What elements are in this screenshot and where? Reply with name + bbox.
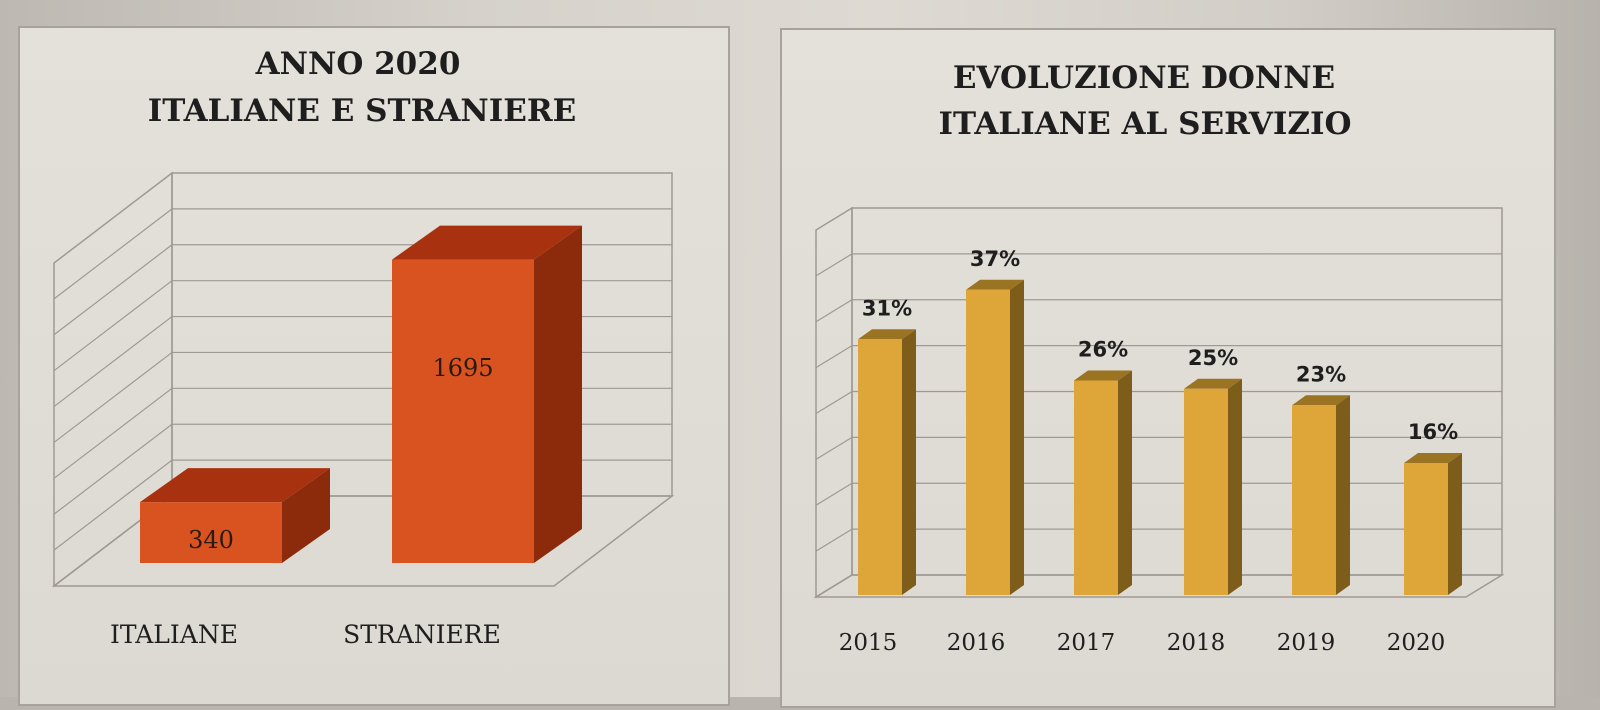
bar-side (534, 225, 582, 563)
category-label: 2019 (1277, 630, 1336, 656)
data-label: 25% (1188, 346, 1238, 370)
chart-labels: 340 ITALIANE 1695 STRANIERE (110, 354, 501, 649)
bar-top (140, 468, 330, 503)
gridline-side (53, 459, 173, 551)
bar-straniere (392, 225, 582, 563)
bar-front (1074, 380, 1118, 595)
gridline-side (815, 253, 853, 277)
bar-front (392, 259, 534, 563)
floor (813, 574, 1505, 598)
gridline-side (815, 482, 853, 506)
data-label: 16% (1408, 420, 1458, 444)
data-label: 26% (1078, 338, 1128, 362)
chart-subtitle: ITALIANE E STRANIERE (148, 93, 577, 129)
bar-italiane (140, 468, 330, 563)
bar-side (1010, 279, 1024, 595)
gridline-side (53, 280, 173, 372)
chart-bars (858, 279, 1462, 595)
chart-panel-italiane-straniere: ANNO 2020 ITALIANE E STRANIERE 340 ITALIA… (18, 26, 730, 706)
bar-top (1292, 395, 1350, 406)
data-label: 31% (862, 296, 912, 320)
bar-side (1228, 378, 1242, 595)
category-label: STRANIERE (343, 620, 501, 649)
gridline-side (53, 351, 173, 443)
bar-2019 (1292, 395, 1350, 595)
gridline-side (815, 436, 853, 460)
bar-2020 (1404, 453, 1462, 595)
gridline-side (53, 387, 173, 479)
bar-2016 (966, 279, 1024, 595)
bar-side (282, 468, 330, 563)
category-label: 2016 (947, 630, 1006, 656)
data-label: 37% (970, 247, 1020, 271)
bar-top (1074, 370, 1132, 381)
bar-2017 (1074, 370, 1132, 595)
chart-title: ANNO 2020 (255, 46, 461, 82)
bar-front (1404, 463, 1448, 595)
bar-top (858, 329, 916, 340)
bar-top (392, 225, 582, 260)
bar-front (1292, 405, 1336, 595)
gridline-side (815, 528, 853, 552)
gridline-side (53, 423, 173, 515)
category-label: 2015 (839, 630, 898, 656)
bar-side (1336, 395, 1350, 595)
chart-italiane-straniere: ANNO 2020 ITALIANE E STRANIERE 340 ITALIA… (51, 46, 675, 649)
category-label: 2020 (1387, 630, 1446, 656)
bar-side (902, 329, 916, 595)
chart-panel-evoluzione-donne: EVOLUZIONE DONNE ITALIANE AL SERVIZIO 31… (780, 28, 1556, 708)
category-label: 2018 (1167, 630, 1226, 656)
chart-labels: 31% 2015 37% 2016 26% 2017 25% 2018 23% 2019 16% 20… (839, 247, 1458, 656)
bar-side (1448, 453, 1462, 595)
bar-2015 (858, 329, 916, 595)
chart-evoluzione-donne: EVOLUZIONE DONNE ITALIANE AL SERVIZIO 31… (813, 60, 1505, 656)
data-label: 1695 (432, 354, 493, 382)
bar-front (1184, 388, 1228, 595)
bar-front (858, 339, 902, 595)
category-label: 2017 (1057, 630, 1116, 656)
gridline-side (53, 316, 173, 408)
bar-front (966, 289, 1010, 595)
category-label: ITALIANE (110, 620, 238, 649)
gridline-side (815, 299, 853, 323)
chart-grid (813, 206, 1505, 599)
bar-top (966, 279, 1024, 290)
gridline-side (53, 244, 173, 336)
bar-side (1118, 370, 1132, 595)
chart-title: EVOLUZIONE DONNE (953, 60, 1335, 96)
bar-top (1184, 378, 1242, 389)
gridline-side (53, 208, 173, 300)
gridline-side (815, 390, 853, 415)
data-label: 23% (1296, 362, 1346, 386)
bar-top (1404, 453, 1462, 463)
chart-bars (140, 225, 582, 563)
bar-2018 (1184, 378, 1242, 595)
data-label: 340 (188, 526, 234, 554)
bar-front (140, 502, 282, 563)
chart-subtitle: ITALIANE AL SERVIZIO (938, 106, 1351, 142)
gridline-side (815, 345, 853, 369)
